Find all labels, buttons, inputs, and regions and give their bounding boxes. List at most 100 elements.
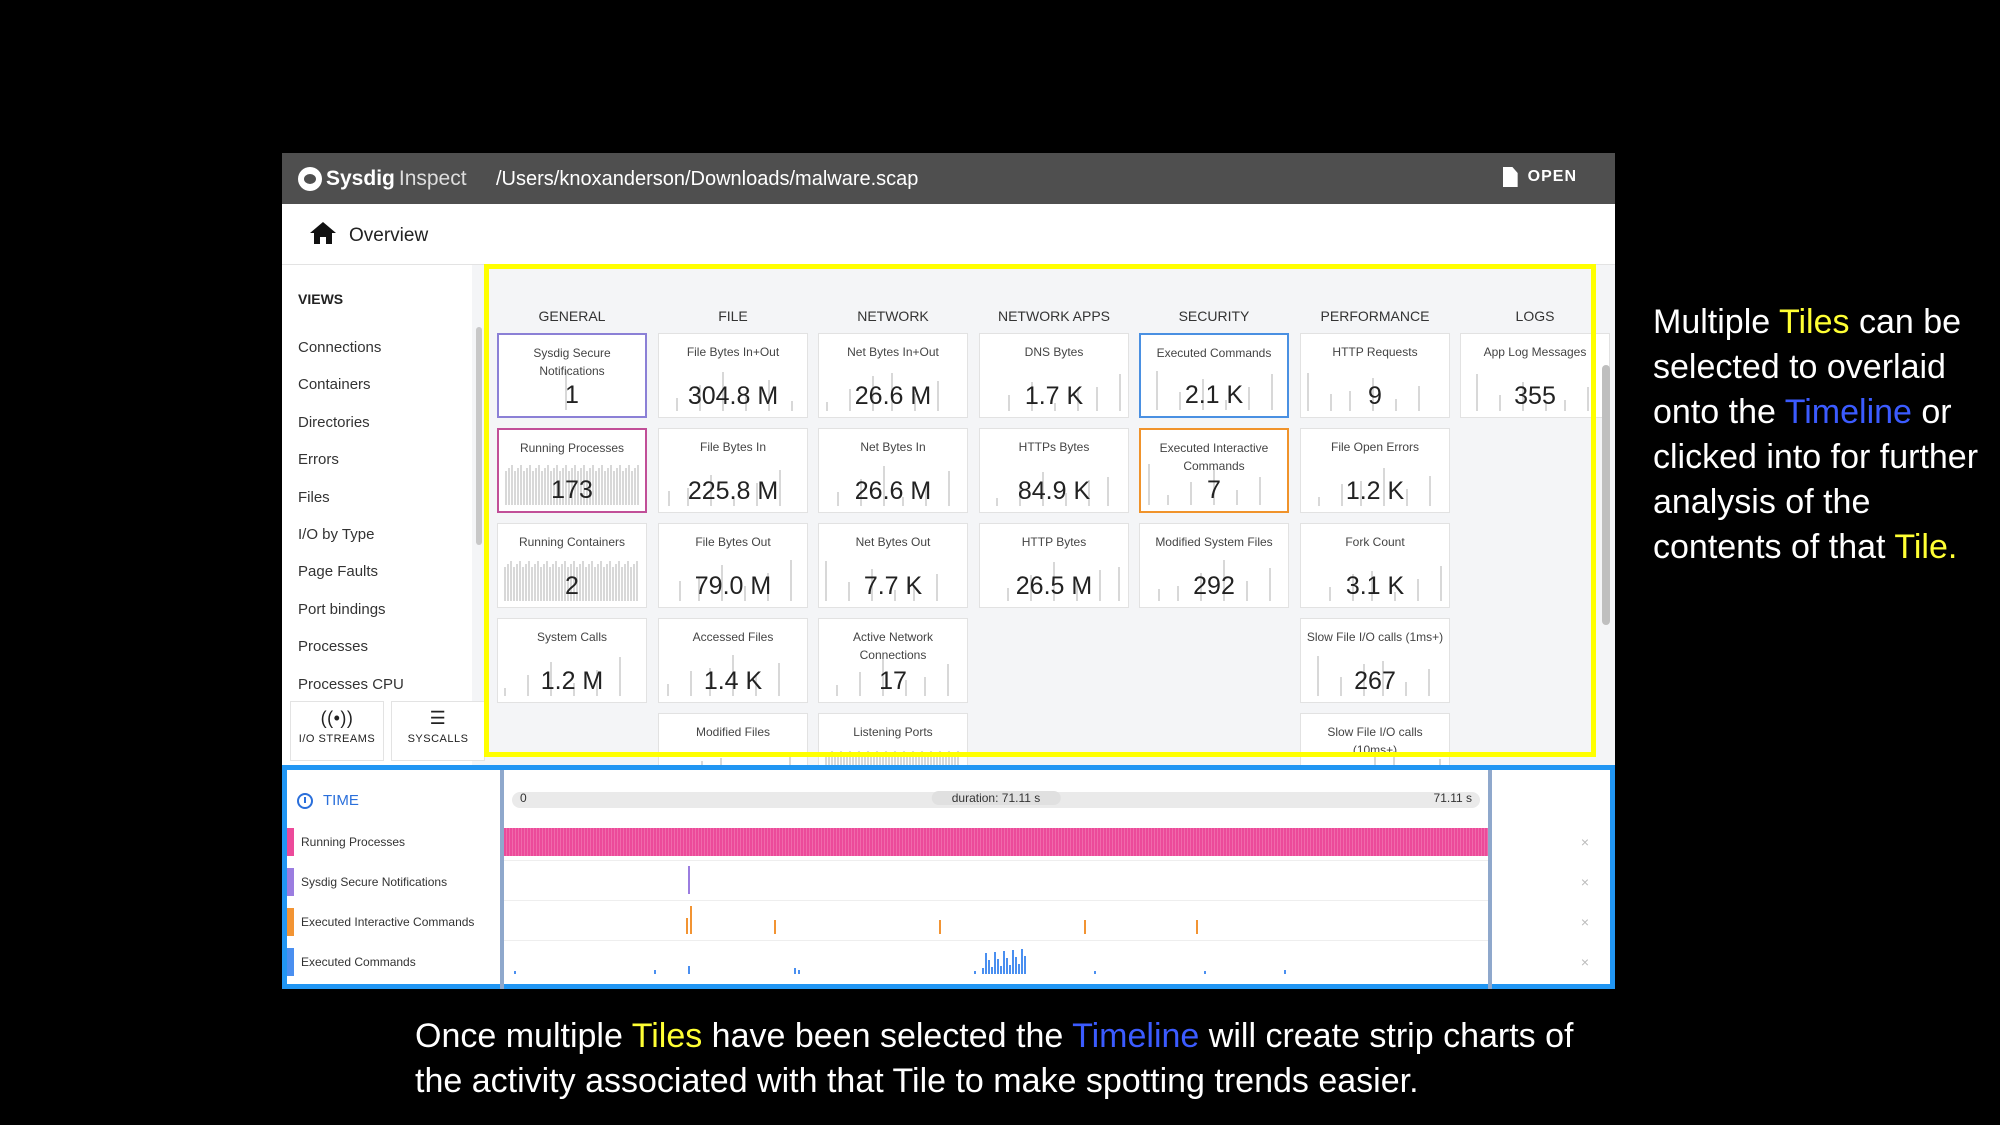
tile-net-bytes-in[interactable]: Net Bytes In 26.6 M — [818, 428, 968, 513]
nav-connections[interactable]: Connections — [298, 339, 382, 356]
spark-bar — [630, 567, 632, 601]
spark-bar — [1031, 382, 1033, 411]
open-button[interactable]: OPEN — [1502, 167, 1577, 187]
timeline-panel: TIME Running Processes Sysdig Secure Not… — [282, 765, 1615, 989]
spark-bar — [610, 465, 612, 505]
spark-bar — [1054, 403, 1056, 411]
home-icon[interactable] — [310, 222, 336, 244]
duration-bar[interactable]: 0 duration: 71.11 s 71.11 s — [512, 791, 1480, 808]
close-icon[interactable]: × — [1580, 834, 1590, 850]
col-general: GENERAL — [538, 308, 606, 324]
nav-containers[interactable]: Containers — [298, 376, 371, 394]
col-network-apps: NETWORK APPS — [997, 308, 1111, 324]
col-security: SECURITY — [1178, 308, 1250, 324]
spark-bar — [1065, 493, 1067, 506]
tile-sparkline — [1467, 365, 1603, 411]
spark-bar — [592, 465, 594, 505]
tile-sparkline — [825, 365, 961, 411]
nav-directories[interactable]: Directories — [298, 413, 370, 431]
tile-active-network-connections[interactable]: Active Network Connections 17 — [818, 618, 968, 703]
tile-modified-system-files[interactable]: Modified System Files 292 — [1139, 523, 1289, 608]
tile-executed-interactive-commands[interactable]: Executed Interactive Commands 7 — [1139, 428, 1289, 513]
row-color-swatch — [287, 908, 294, 936]
spark-bar — [527, 675, 529, 696]
tile-value: 225.8 M — [687, 477, 779, 505]
spark-bar — [573, 561, 575, 601]
event-tick — [1094, 971, 1096, 974]
close-icon[interactable]: × — [1580, 914, 1590, 930]
syscalls-button[interactable]: ☰ SYSCALLS — [391, 701, 485, 761]
tile-label: File Open Errors — [1330, 440, 1420, 454]
tile-file-bytes-in-out[interactable]: File Bytes In+Out 304.8 M — [658, 333, 808, 418]
tile-file-bytes-out[interactable]: File Bytes Out 79.0 M — [658, 523, 808, 608]
tile-running-containers[interactable]: Running Containers 2 — [497, 523, 647, 608]
nav-port-bindings[interactable]: Port bindings — [298, 600, 386, 618]
tile-fork-count[interactable]: Fork Count 3.1 K — [1300, 523, 1450, 608]
time-heading: TIME — [297, 792, 359, 809]
nav-errors[interactable]: Errors — [298, 451, 339, 469]
tile-https-bytes[interactable]: HTTPs Bytes 84.9 K — [979, 428, 1129, 513]
caption-highlight-tile: Tile. — [1894, 528, 1958, 566]
io-streams-button[interactable]: ((•)) I/O STREAMS — [290, 701, 384, 761]
tiles-scrollbar[interactable] — [1602, 365, 1610, 625]
spark-bar — [1476, 374, 1478, 411]
event-tick — [1196, 920, 1198, 934]
spark-bar — [1096, 387, 1098, 411]
spark-bar — [637, 465, 639, 505]
tile-net-bytes-in-out[interactable]: Net Bytes In+Out 26.6 M — [818, 333, 968, 418]
event-tick — [686, 918, 688, 934]
tile-slow-file-io-1ms[interactable]: Slow File I/O calls (1ms+) 267 — [1300, 618, 1450, 703]
breadcrumb-overview[interactable]: Overview — [349, 225, 429, 246]
tile-net-bytes-out[interactable]: Net Bytes Out 7.7 K — [818, 523, 968, 608]
spark-bar — [565, 465, 567, 505]
spark-bar — [744, 586, 746, 601]
sidebar-scrollbar[interactable] — [476, 327, 482, 545]
tile-system-calls[interactable]: System Calls 1.2 M — [497, 618, 647, 703]
nav-files[interactable]: Files — [298, 488, 330, 506]
spark-bar — [1053, 562, 1055, 601]
spark-bar — [613, 471, 615, 505]
tile-http-bytes[interactable]: HTTP Bytes 26.5 M — [979, 523, 1129, 608]
tile-sysdig-secure-notifications[interactable]: Sysdig Secure Notifications 1 — [497, 333, 647, 418]
tile-accessed-files[interactable]: Accessed Files 1.4 K — [658, 618, 808, 703]
sysdig-logo-icon — [298, 167, 322, 191]
tile-label: Net Bytes In+Out — [847, 345, 939, 359]
nav-processes-cpu[interactable]: Processes CPU — [298, 675, 404, 693]
spark-bar — [732, 655, 734, 696]
spark-bar — [936, 574, 938, 601]
spark-bar — [544, 468, 546, 505]
spark-bar — [1394, 592, 1396, 601]
spark-bar — [636, 561, 638, 601]
spark-bar — [1156, 371, 1158, 410]
timeline-chart-area[interactable]: 0 duration: 71.11 s 71.11 s — [500, 770, 1492, 989]
spark-bar — [571, 468, 573, 505]
tile-executed-commands[interactable]: Executed Commands 2.1 K — [1139, 333, 1289, 418]
tile-app-log-messages[interactable]: App Log Messages 355 — [1460, 333, 1610, 418]
spark-bar — [1099, 570, 1101, 601]
tile-dns-bytes[interactable]: DNS Bytes 1.7 K — [979, 333, 1129, 418]
spark-bar — [891, 373, 893, 411]
close-icon[interactable]: × — [1580, 954, 1590, 970]
tile-running-processes[interactable]: Running Processes 173 — [497, 428, 647, 513]
tile-label: Net Bytes In — [860, 440, 926, 454]
tile-file-open-errors[interactable]: File Open Errors 1.2 K — [1300, 428, 1450, 513]
tile-http-requests[interactable]: HTTP Requests 9 — [1300, 333, 1450, 418]
spark-bar — [767, 573, 769, 601]
spark-bar — [603, 567, 605, 601]
spark-bar — [535, 468, 537, 505]
tile-value: 9 — [1368, 382, 1382, 410]
tile-label: Net Bytes Out — [855, 535, 931, 549]
nav-page-faults[interactable]: Page Faults — [298, 563, 379, 581]
row-label-text: Executed Commands — [301, 955, 416, 969]
nav-io-by-type[interactable]: I/O by Type — [298, 525, 375, 543]
tile-label: Executed Interactive Commands — [1159, 441, 1269, 473]
spark-bar — [1269, 568, 1271, 601]
spark-bar — [1363, 664, 1365, 696]
close-icon[interactable]: × — [1580, 874, 1590, 890]
tile-file-bytes-in[interactable]: File Bytes In 225.8 M — [658, 428, 808, 513]
spark-bar — [1418, 386, 1420, 411]
spark-bar — [547, 465, 549, 505]
nav-processes[interactable]: Processes — [298, 638, 369, 656]
spark-bar — [579, 564, 581, 601]
caption-text: have been selected the — [702, 1017, 1073, 1055]
